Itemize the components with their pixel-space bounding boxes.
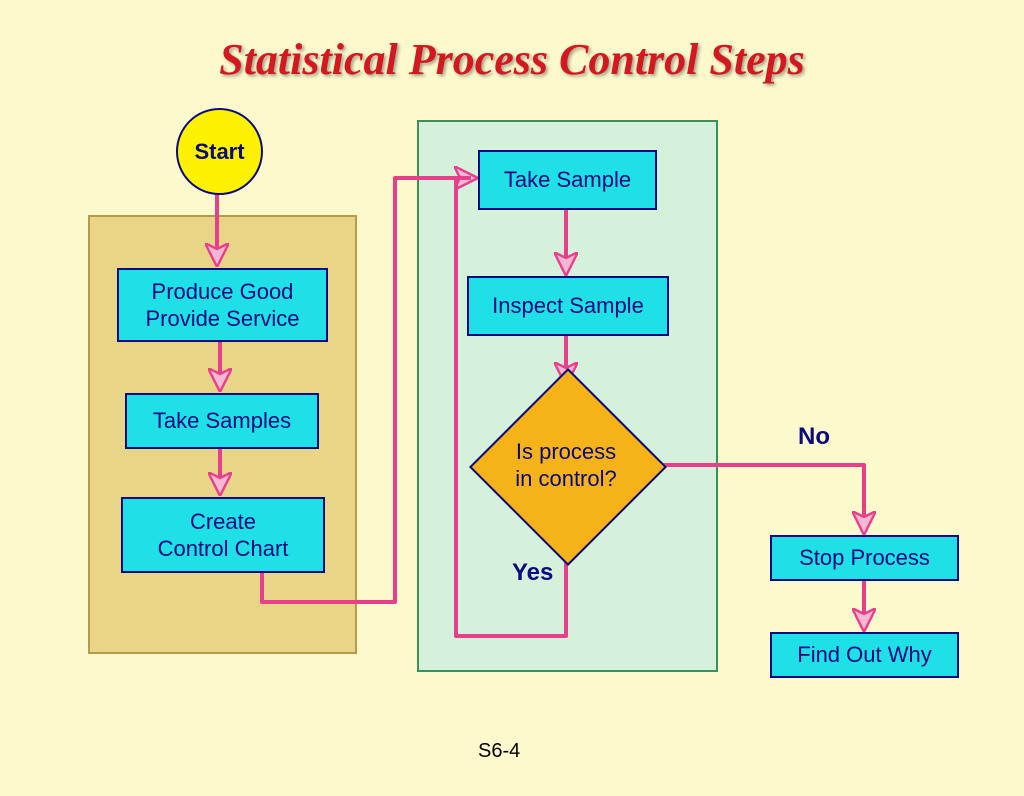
stop-process-label: Stop Process [799, 544, 930, 572]
take-sample-box: Take Sample [478, 150, 657, 210]
take-samples-box: Take Samples [125, 393, 319, 449]
yes-label: Yes [512, 559, 553, 587]
start-node: Start [176, 108, 263, 195]
find-out-why-box: Find Out Why [770, 632, 959, 678]
take-sample-label: Take Sample [504, 166, 631, 194]
take-samples-label: Take Samples [153, 407, 291, 435]
decision-label: Is processin control? [457, 397, 675, 533]
find-out-why-label: Find Out Why [797, 641, 931, 669]
create-chart-label: CreateControl Chart [158, 508, 289, 563]
start-label: Start [194, 139, 244, 165]
produce-box: Produce GoodProvide Service [117, 268, 328, 342]
produce-label: Produce GoodProvide Service [145, 278, 299, 333]
create-chart-box: CreateControl Chart [121, 497, 325, 573]
stop-process-box: Stop Process [770, 535, 959, 581]
slide-number: S6-4 [478, 740, 520, 763]
no-label: No [798, 423, 830, 451]
slide-title: Statistical Process Control Steps [0, 34, 1024, 85]
inspect-label: Inspect Sample [492, 292, 644, 320]
slide: Statistical Process Control Steps Start … [0, 0, 1024, 796]
decision-diamond: Is processin control? [498, 397, 634, 533]
inspect-box: Inspect Sample [467, 276, 669, 336]
